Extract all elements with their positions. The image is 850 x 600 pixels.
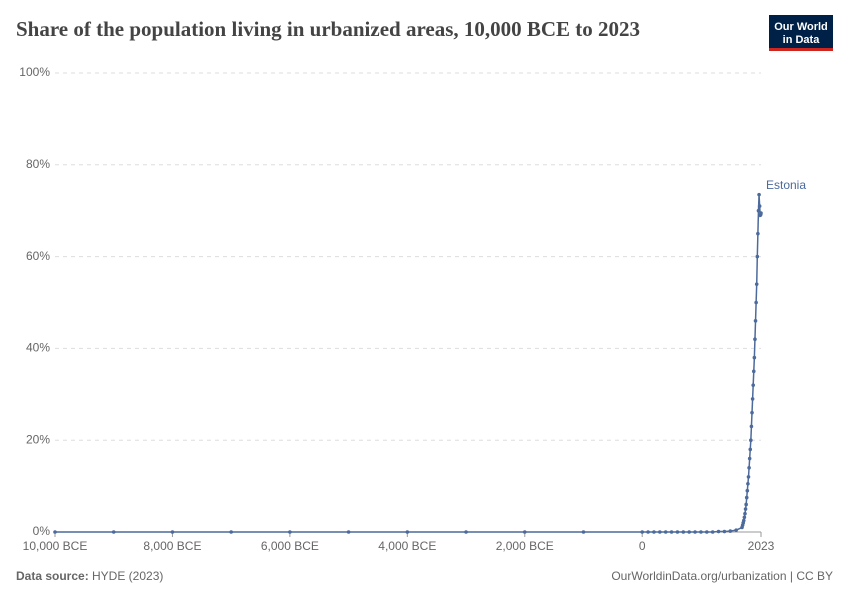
logo-text: in Data: [783, 34, 821, 46]
logo-bar: [769, 48, 833, 51]
source-label: Data source:: [16, 569, 89, 583]
point: [705, 530, 709, 534]
point: [756, 208, 761, 213]
y-tick-label: 20%: [26, 432, 50, 446]
point: [741, 518, 746, 523]
point: [722, 529, 727, 534]
x-tick-label: 8,000 BCE: [143, 539, 201, 553]
x-tick-label: 4,000 BCE: [378, 539, 436, 553]
y-tick-label: 0%: [33, 524, 51, 538]
point: [753, 319, 758, 323]
x-tick-label: 10,000 BCE: [23, 539, 88, 553]
y-tick-label: 40%: [26, 341, 50, 355]
logo-box: [769, 15, 833, 50]
point: [640, 530, 645, 534]
point: [663, 530, 668, 534]
point: [53, 530, 57, 534]
point: [744, 495, 749, 500]
point: [229, 530, 233, 534]
point: [716, 529, 721, 534]
point: [754, 300, 758, 305]
point: [747, 456, 752, 461]
point: [675, 530, 680, 534]
point: [746, 482, 750, 486]
point: [743, 507, 748, 511]
point: [748, 447, 753, 452]
point: [759, 211, 763, 215]
point: [753, 337, 757, 342]
source: HYDE (2023): [92, 569, 163, 583]
logo-text: Our World: [774, 21, 828, 33]
point: [522, 530, 527, 534]
point: [464, 530, 468, 534]
point: [652, 530, 656, 534]
chart-title: Share of the population living in urbani…: [16, 17, 640, 41]
point: [669, 530, 674, 534]
point: [710, 530, 715, 534]
series-label: Estonia: [766, 178, 806, 192]
y-tick-label: 60%: [26, 249, 50, 263]
point: [288, 530, 292, 534]
x-tick-label: 0: [639, 539, 646, 553]
point: [756, 231, 760, 236]
point: [699, 530, 703, 534]
point: [757, 204, 762, 208]
y-tick-label: 100%: [19, 65, 50, 79]
credit: OurWorldinData.org/urbanization | CC BY: [611, 569, 833, 583]
point: [745, 488, 750, 493]
point: [581, 530, 586, 534]
point: [646, 530, 650, 534]
point: [744, 502, 748, 507]
point: [750, 397, 755, 401]
point: [728, 529, 733, 533]
point: [658, 530, 662, 534]
point: [111, 530, 116, 534]
point: [170, 530, 175, 534]
point: [754, 282, 759, 286]
point: [752, 355, 757, 360]
point: [750, 410, 754, 415]
point: [742, 515, 747, 520]
point: [751, 383, 755, 387]
point: [681, 530, 686, 534]
point: [749, 424, 754, 429]
point: [757, 192, 761, 197]
x-tick-label: 2,000 BCE: [496, 539, 554, 553]
point: [746, 475, 751, 479]
x-tick-label: 6,000 BCE: [261, 539, 319, 553]
point: [405, 530, 410, 534]
line: [55, 194, 762, 533]
point: [693, 530, 697, 534]
point: [734, 528, 738, 532]
point: [747, 465, 751, 470]
point: [743, 511, 747, 516]
point: [751, 369, 756, 374]
point: [346, 530, 351, 534]
point: [687, 530, 691, 534]
point: [749, 438, 753, 443]
point: [755, 254, 760, 259]
y-tick-label: 80%: [26, 157, 50, 171]
x-tick-label: 2023: [748, 539, 775, 553]
